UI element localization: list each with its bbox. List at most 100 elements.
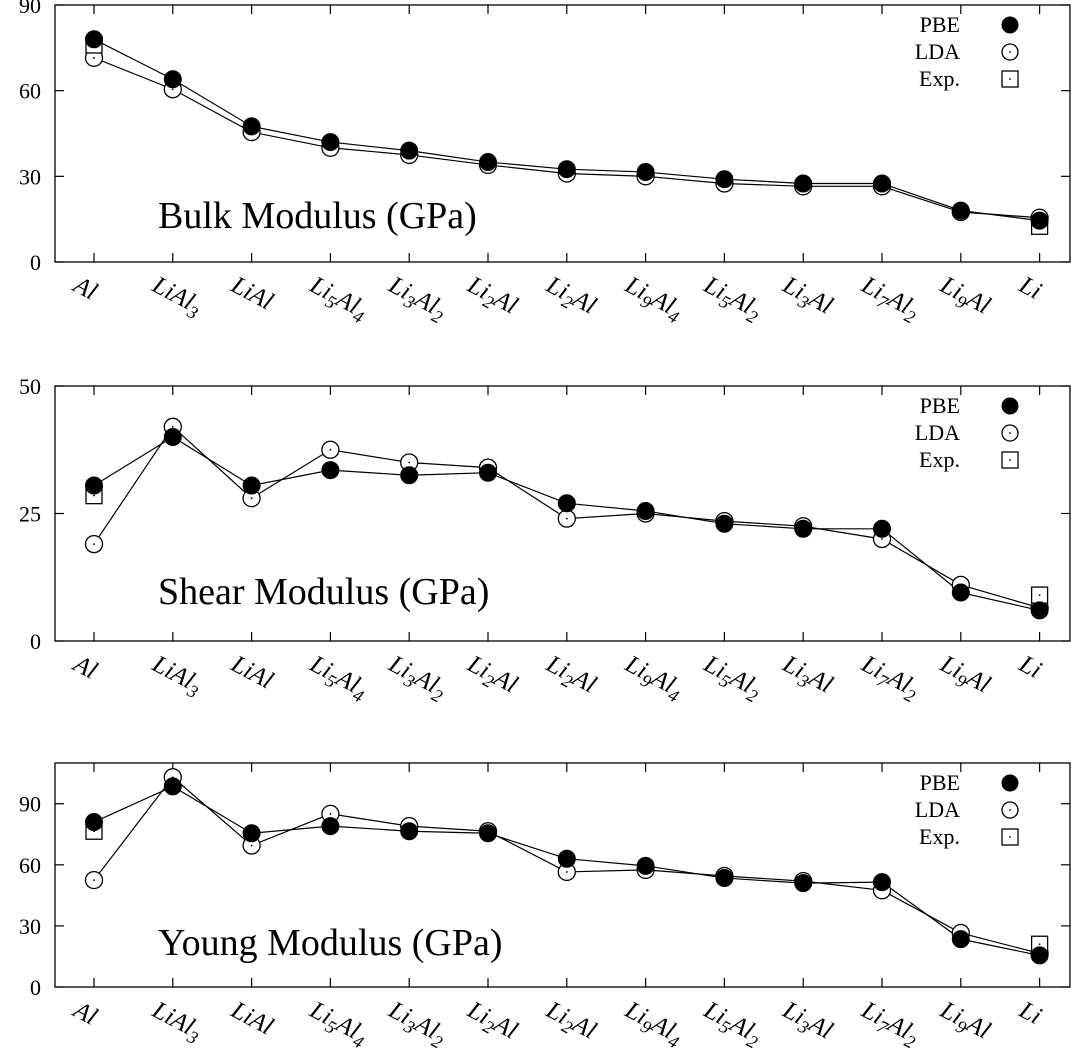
point-pbe [321, 817, 340, 836]
point-pbe [557, 160, 576, 179]
legend-marker-dot [1009, 459, 1011, 461]
point-pbe [1030, 211, 1049, 230]
x-tick-label: Li3Al [775, 996, 837, 1049]
point-pbe [873, 174, 891, 193]
point-lda-dot [171, 88, 174, 91]
chart-title: Shear Modulus (GPa) [158, 571, 489, 613]
point-lda-dot [93, 543, 95, 545]
legend-label: PBE [920, 393, 960, 418]
x-tick-label: Li3Al2 [381, 271, 451, 328]
x-tick-label: Li9Al [933, 650, 995, 703]
legend-marker-dot [1009, 809, 1011, 811]
plot-frame [54, 762, 1071, 988]
point-pbe [163, 70, 182, 89]
point-lda-dot [93, 56, 95, 59]
point-pbe [85, 30, 103, 49]
point-pbe [85, 813, 103, 832]
x-tick-label: Li2Al [460, 650, 522, 703]
point-lda-dot [565, 517, 568, 520]
x-tick-label: LiAl [226, 650, 278, 695]
point-lda-dot [93, 879, 95, 881]
x-tick-label: Li5Al2 [697, 650, 767, 707]
point-exp-dot [1038, 943, 1041, 946]
point-pbe [557, 494, 576, 513]
x-tick-label: Li3Al [775, 650, 837, 703]
legend-label: PBE [920, 770, 960, 795]
legend-label: LDA [915, 39, 960, 64]
x-tick-label: Li9Al4 [618, 271, 688, 328]
point-pbe [794, 519, 813, 538]
point-lda-dot [881, 538, 883, 540]
x-tick-label: Al [67, 650, 101, 685]
legend-label: Exp. [919, 66, 960, 91]
point-pbe [163, 428, 182, 446]
point-pbe [400, 466, 419, 485]
point-exp-dot [93, 494, 95, 497]
legend-label: PBE [920, 12, 960, 37]
point-pbe [242, 824, 261, 843]
y-tick-label: 50 [19, 374, 41, 399]
point-pbe [951, 583, 970, 602]
x-tick-label: Li7Al2 [854, 650, 924, 707]
point-pbe [479, 824, 497, 843]
plot-frame [54, 4, 1071, 263]
x-tick-label: Li2Al [539, 650, 601, 703]
point-pbe [1030, 946, 1049, 965]
legend-marker-dot [1009, 432, 1011, 434]
chart-title: Bulk Modulus (GPa) [158, 195, 477, 237]
x-tick-label: Al [67, 271, 101, 306]
point-pbe [951, 930, 970, 949]
x-tick-label: Li9Al [933, 271, 995, 324]
x-tick-label: Li5Al4 [303, 271, 373, 328]
y-tick-label: 30 [19, 914, 41, 939]
x-tick-label: Li7Al2 [854, 996, 924, 1052]
legend-label: LDA [915, 797, 960, 822]
x-tick-label: Li3Al2 [381, 650, 451, 707]
x-tick-label: Li9Al4 [618, 996, 688, 1052]
point-pbe [479, 463, 497, 482]
point-pbe [715, 514, 734, 533]
x-tick-label: LiAl [226, 996, 278, 1041]
legend-label: Exp. [919, 447, 960, 472]
point-pbe [794, 174, 813, 193]
y-tick-label: 0 [30, 975, 41, 1000]
x-tick-label: Li2Al [460, 996, 522, 1049]
point-lda-dot [329, 813, 332, 815]
chart-title: Young Modulus (GPa) [158, 922, 503, 964]
point-pbe [321, 461, 340, 480]
point-lda-dot [565, 871, 568, 873]
x-tick-label: LiAl3 [145, 996, 207, 1049]
x-tick-label: LiAl3 [145, 271, 207, 324]
legend-marker [1001, 397, 1019, 415]
x-tick-label: Li5Al2 [697, 996, 767, 1052]
legend-marker [1001, 774, 1019, 792]
point-pbe [951, 201, 970, 220]
x-tick-label: Li5Al4 [303, 650, 373, 707]
y-tick-label: 0 [30, 250, 41, 275]
point-pbe [400, 822, 419, 841]
x-tick-label: Li2Al [539, 271, 601, 324]
point-exp-dot [1038, 594, 1041, 596]
x-tick-label: Li5Al4 [303, 996, 373, 1052]
x-tick-label: Li2Al [460, 271, 522, 324]
point-pbe [400, 141, 419, 160]
y-tick-label: 90 [19, 0, 41, 18]
x-tick-label: Li9Al [933, 996, 995, 1049]
x-tick-label: Al [67, 996, 101, 1031]
legend-label: LDA [915, 420, 960, 445]
series-line-pbe [93, 38, 1040, 222]
point-lda-dot [329, 448, 332, 451]
x-tick-label: Li7Al2 [854, 271, 924, 328]
x-tick-label: Li3Al2 [381, 996, 451, 1052]
x-tick-label: LiAl [226, 271, 278, 316]
point-pbe [794, 874, 813, 893]
y-tick-label: 60 [19, 853, 41, 878]
y-tick-label: 25 [19, 502, 41, 527]
point-pbe [163, 777, 182, 796]
point-pbe [636, 856, 655, 875]
x-tick-label: Li3Al [775, 271, 837, 324]
point-pbe [321, 133, 340, 152]
